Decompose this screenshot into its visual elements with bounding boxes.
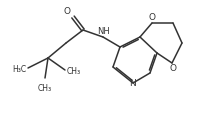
Text: CH₃: CH₃ [67, 67, 81, 76]
Text: H₃C: H₃C [12, 64, 26, 73]
Text: CH₃: CH₃ [38, 84, 52, 93]
Text: O: O [170, 64, 177, 73]
Text: O: O [64, 7, 71, 16]
Text: O: O [148, 13, 156, 22]
Text: N: N [130, 79, 136, 87]
Text: NH: NH [98, 27, 110, 37]
